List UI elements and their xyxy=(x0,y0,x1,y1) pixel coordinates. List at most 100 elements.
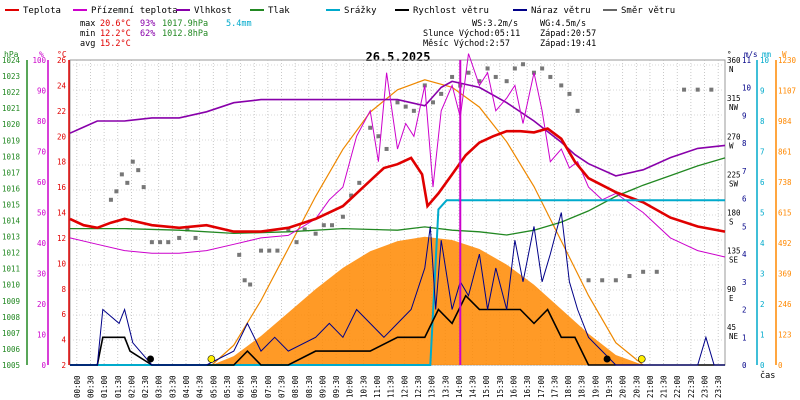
wind-direction-point xyxy=(477,79,482,84)
x-tick-label: 07:30 xyxy=(278,375,287,398)
tick-mm: 10 xyxy=(760,56,770,65)
wind-direction-point xyxy=(627,274,632,279)
tick-pct: 20 xyxy=(37,300,47,309)
wind-direction-point xyxy=(158,240,163,245)
x-tick-label: 01:00 xyxy=(100,375,109,398)
legend: Teplota Přízemní teplota Vlhkost Tlak Srážky… xyxy=(5,6,675,16)
wind-direction-point xyxy=(493,74,498,79)
tick-mm: 9 xyxy=(760,87,765,96)
wind-direction-point xyxy=(641,269,646,274)
tick-temp: 2 xyxy=(61,361,66,370)
tick-temp: 12 xyxy=(57,234,66,243)
wind-direction-point xyxy=(242,278,247,283)
tick-ms: 4 xyxy=(742,250,747,259)
x-tick-label: 06:00 xyxy=(237,375,246,398)
tick-hpa: 1008 xyxy=(2,313,21,322)
tick-w: 615 xyxy=(778,209,792,218)
tick-w: 0 xyxy=(778,361,783,370)
tick-hpa: 1012 xyxy=(2,249,20,258)
wind-direction-point xyxy=(450,74,455,79)
x-tick-label: 18:00 xyxy=(564,375,573,398)
stat-rain: 5.4mm xyxy=(226,19,252,29)
tick-hpa: 1006 xyxy=(2,345,21,354)
tick-pct: 40 xyxy=(37,239,47,248)
x-tick-label: 10:30 xyxy=(359,375,368,398)
x-tick-label: 10:00 xyxy=(346,375,355,398)
wind-direction-point xyxy=(567,91,572,96)
chart-title: 26.5.2025 xyxy=(365,50,430,64)
tick-ms: 2 xyxy=(742,306,747,315)
tick-dir-deg: 315 xyxy=(727,94,741,103)
series-wind-gust xyxy=(70,212,725,366)
tick-hpa: 1014 xyxy=(2,217,21,226)
tick-hpa: 1015 xyxy=(2,200,20,209)
wind-direction-point xyxy=(504,79,509,84)
info-sun: Slunce Východ:05:11 xyxy=(423,29,520,39)
tick-hpa: 1020 xyxy=(2,120,21,129)
x-tick-label: 17:00 xyxy=(537,375,546,398)
tick-mm: 5 xyxy=(760,209,765,218)
tick-temp: 10 xyxy=(57,259,67,268)
stat-label: min xyxy=(80,29,95,39)
tick-temp: 24 xyxy=(57,81,67,90)
legend-label: Směr větru xyxy=(621,6,675,16)
stat-label: max xyxy=(80,19,95,29)
tick-temp: 22 xyxy=(57,107,66,116)
wind-direction-point xyxy=(600,278,605,283)
stat-label: avg xyxy=(80,39,95,49)
tick-w: 1107 xyxy=(778,87,796,96)
wind-direction-point xyxy=(149,240,154,245)
tick-w: 738 xyxy=(778,178,792,187)
info-moon-set: Západ:19:41 xyxy=(540,39,596,49)
x-tick-label: 12:30 xyxy=(414,375,423,398)
legend-label: Náraz větru xyxy=(531,6,591,16)
x-tick-label: 22:30 xyxy=(687,375,696,398)
axis-title-dir: ° xyxy=(727,50,732,59)
x-tick-label: 16:30 xyxy=(523,375,532,398)
stat-humidity: 62% xyxy=(140,29,155,39)
wind-direction-point xyxy=(185,227,190,232)
x-tick-label: 21:00 xyxy=(646,375,655,398)
tick-hpa: 1005 xyxy=(2,361,20,370)
tick-ms: 0 xyxy=(742,361,747,370)
wind-direction-point xyxy=(439,91,444,96)
wind-direction-point xyxy=(349,193,354,198)
legend-label: Přízemní teplota xyxy=(91,6,178,16)
tick-hpa: 1022 xyxy=(2,88,20,97)
tick-dir-label: SW xyxy=(729,179,739,188)
tick-dir-label: S xyxy=(729,218,734,227)
sun-event-sunset xyxy=(637,355,646,363)
stat-temp: 15.2°C xyxy=(100,39,131,49)
wind-direction-point xyxy=(559,83,564,88)
wind-direction-point xyxy=(575,108,580,113)
x-tick-label: 11:00 xyxy=(373,375,382,398)
wind-direction-point xyxy=(313,231,318,236)
tick-dir-deg: 360 xyxy=(727,56,741,65)
x-tick-label: 17:30 xyxy=(550,375,559,398)
wind-direction-point xyxy=(248,282,253,287)
x-tick-label: 13:30 xyxy=(441,375,450,398)
tick-dir-deg: 270 xyxy=(727,132,741,141)
wind-direction-point xyxy=(521,62,526,67)
tick-mm: 3 xyxy=(760,270,765,279)
wind-direction-point xyxy=(340,214,345,219)
tick-dir-label: NW xyxy=(729,103,739,112)
stat-temp: 12.2°C xyxy=(100,29,131,39)
tick-pct: 30 xyxy=(37,270,47,279)
wind-direction-point xyxy=(466,70,471,75)
tick-pct: 0 xyxy=(41,361,46,370)
tick-pct: 100 xyxy=(32,56,46,65)
tick-ms: 1 xyxy=(742,333,747,342)
tick-mm: 8 xyxy=(760,117,765,126)
wind-direction-point xyxy=(512,66,517,71)
tick-w: 369 xyxy=(778,270,792,279)
tick-hpa: 1009 xyxy=(2,297,20,306)
tick-ms: 11 xyxy=(742,56,751,65)
tick-w: 246 xyxy=(778,300,792,309)
wind-direction-point xyxy=(586,278,591,283)
x-tick-label: 05:30 xyxy=(223,375,232,398)
wind-direction-point xyxy=(548,74,553,79)
wind-direction-point xyxy=(275,248,280,253)
tick-temp: 8 xyxy=(61,285,66,294)
tick-hpa: 1016 xyxy=(2,184,21,193)
